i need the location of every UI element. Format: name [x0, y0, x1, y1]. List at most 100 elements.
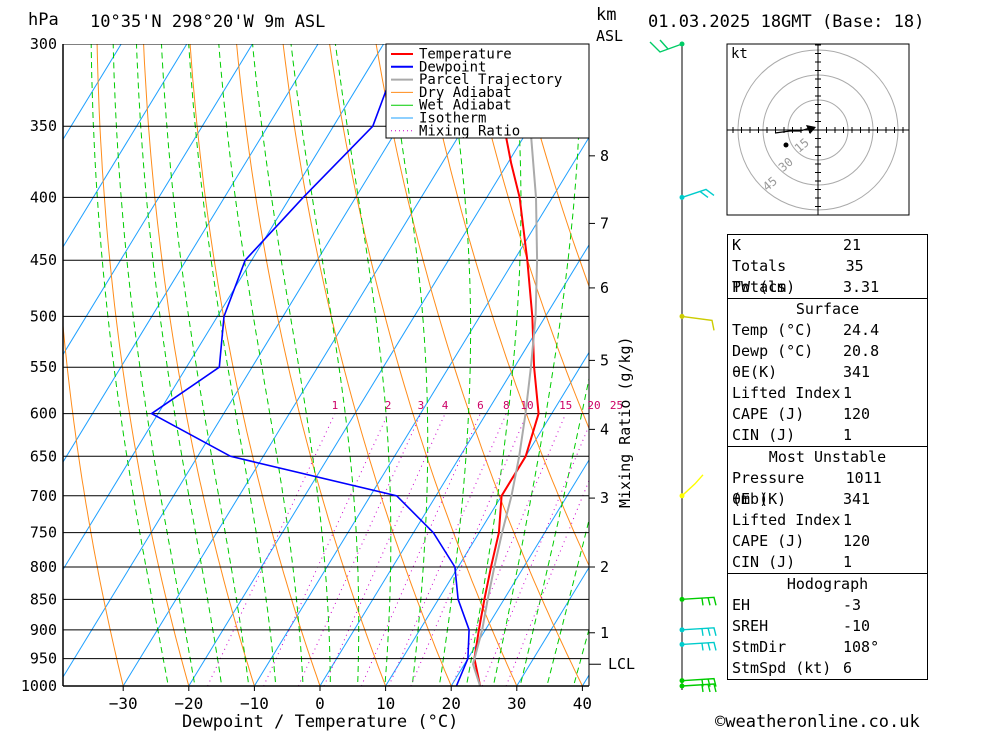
surface-value: 20.8: [843, 342, 880, 360]
storm-motion-dot: [783, 142, 789, 148]
legend-entry-label: Dry Adiabat: [419, 85, 512, 101]
sounding-series: [150, 44, 540, 686]
index-row: PW (cm) 3.31: [728, 277, 927, 298]
wet-adiabat-line: [573, 627, 589, 686]
mixing-ratio-value-label: 10: [520, 399, 533, 412]
pressure-tick-label: 1000: [21, 677, 57, 695]
mixing-ratio-line: [505, 479, 589, 686]
isotherm-line: [63, 44, 385, 571]
wet-adiabat-line: [290, 44, 360, 686]
hodograph-row: EH -3: [728, 595, 927, 616]
mixing-ratio-line: [207, 413, 336, 686]
surface-row: θE(K) 341: [728, 362, 927, 383]
most-unstable-label: Pressure (mb): [732, 469, 805, 508]
surface-row: CIN (J) 1: [728, 425, 927, 446]
legend-entry-label: Parcel Trajectory: [419, 72, 562, 88]
height-tick-label: 4: [600, 420, 609, 438]
pressure-tick-label: 650: [30, 447, 57, 465]
dry-adiabat-line: [189, 44, 321, 686]
pressure-tick-label: 550: [30, 358, 57, 376]
lcl-label: LCL: [608, 655, 635, 673]
isotherm-line: [63, 44, 253, 356]
isotherm-line: [63, 44, 319, 463]
mixing-ratio-value-label: 8: [503, 399, 510, 412]
hodograph-row: StmSpd (kt) 6: [728, 658, 927, 679]
legend-entry-label: Temperature: [419, 47, 512, 63]
index-label: K: [732, 236, 742, 254]
hodograph-arrow: [806, 125, 816, 134]
wet-adiabat-line: [188, 44, 277, 686]
mixing-ratio-value-label: 15: [559, 399, 572, 412]
x-tick-label: −10: [240, 694, 269, 713]
wind-barb: [681, 188, 715, 199]
hodograph-value: 108°: [843, 638, 880, 656]
surface-value: 1: [843, 384, 853, 402]
hodograph-label: StmSpd (kt): [732, 659, 832, 677]
mixing-ratio-line: [360, 413, 481, 686]
location-title: 10°35'N 298°20'W 9m ASL: [90, 12, 325, 32]
isotherm-line: [384, 351, 589, 686]
surface-label: Lifted Index: [732, 384, 841, 402]
hodograph-label: StmDir: [732, 638, 787, 656]
wet-adiabat-line: [438, 44, 472, 686]
legend-entry-label: Wet Adiabat: [419, 98, 512, 114]
most-unstable-row: Pressure (mb) 1011: [728, 468, 927, 508]
wet-adiabat-line: [465, 44, 522, 686]
index-value: 35: [845, 257, 864, 275]
wet-adiabat-line: [90, 44, 169, 686]
index-row: Totals Totals 35: [728, 256, 927, 296]
parcel-trajectory-line: [471, 78, 539, 686]
dry-adiabat-line: [143, 44, 255, 686]
hodograph-value: -3: [843, 596, 862, 614]
surface-label: θE(K): [732, 363, 778, 381]
mixing-ratio-line: [388, 413, 507, 686]
most-unstable-row: CIN (J) 1: [728, 552, 927, 573]
index-value: 21: [843, 236, 862, 254]
wind-barb: [649, 39, 683, 53]
surface-value: 1: [843, 426, 853, 444]
mixing-ratio-line: [323, 413, 446, 686]
index-label: PW (cm): [732, 278, 796, 296]
dry-adiabat-line: [515, 44, 589, 288]
surface-label: Temp (°C): [732, 321, 814, 339]
pressure-tick-label: 950: [30, 650, 57, 668]
height-tick-label: 6: [600, 279, 609, 297]
dry-adiabat-line: [935, 0, 1000, 712]
most-unstable-value: 341: [843, 490, 871, 508]
most-unstable-value: 1: [843, 511, 853, 529]
dewpoint-line: [150, 44, 470, 686]
surface-value: 341: [843, 363, 871, 381]
pressure-tick-label: 600: [30, 405, 57, 423]
mixing-ratio-labels: 1 2 3 4 6 8 10 15 20 25: [332, 399, 624, 412]
isotherm-line: [516, 566, 589, 686]
mixing-ratio-value-label: 1: [332, 399, 339, 412]
most-unstable-row: Lifted Index 1: [728, 510, 927, 531]
x-tick-label: 40: [573, 694, 592, 713]
credit-text: ©weatheronline.co.uk: [715, 712, 920, 732]
hodograph-value: 6: [843, 659, 853, 677]
indices-panel: K 21 Totals Totals 35 PW (cm) 3.31 Surface Te…: [727, 234, 928, 680]
asl-unit-label: ASL: [596, 27, 623, 45]
wet-adiabat-line: [546, 518, 589, 686]
most-unstable-label: Lifted Index: [732, 511, 841, 529]
dry-adiabat-line: [236, 44, 387, 686]
most-unstable-label: θE (K): [732, 490, 787, 508]
wet-adiabat-line: [386, 44, 429, 686]
surface-row: CAPE (J) 120: [728, 404, 927, 425]
isotherm-line: [63, 44, 122, 141]
most-unstable-row: CAPE (J) 120: [728, 531, 927, 552]
mixing-ratio-value-label: 6: [477, 399, 484, 412]
surface-value: 120: [843, 405, 871, 423]
km-unit-label: km: [596, 5, 616, 25]
datetime-title: 01.03.2025 18GMT (Base: 18): [648, 12, 924, 32]
axes: 3003504004505005506006507007508008509009…: [21, 35, 635, 713]
most-unstable-section-title: Most Unstable: [728, 446, 927, 468]
wind-barb: [681, 677, 717, 687]
most-unstable-value: 1011: [845, 469, 882, 487]
height-tick-label: 3: [600, 489, 609, 507]
mixing-ratio-value-label: 20: [587, 399, 600, 412]
hodograph-value: -10: [843, 617, 871, 635]
surface-label: CIN (J): [732, 426, 796, 444]
x-tick-label: −20: [174, 694, 203, 713]
